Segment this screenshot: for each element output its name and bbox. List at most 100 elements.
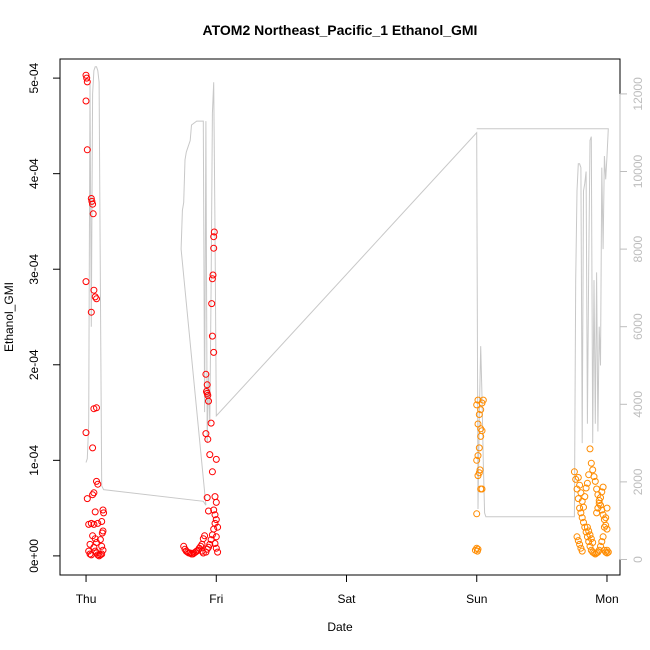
data-point <box>214 548 222 556</box>
data-point <box>603 549 611 557</box>
data-point <box>590 549 598 557</box>
data-point <box>594 504 602 512</box>
data-point <box>589 539 597 546</box>
y-tick-label: 4e-04 <box>27 158 41 189</box>
data-point <box>89 200 97 208</box>
y-axis-label: Ethanol_GMI <box>2 282 16 352</box>
data-point <box>210 506 218 514</box>
data-point <box>475 411 483 418</box>
data-point <box>598 538 606 546</box>
data-point <box>479 396 487 404</box>
y-tick-label: 5e-04 <box>27 62 41 93</box>
y2-axis: 0 2000 4000 6000 8000 10000 12000 <box>619 77 645 563</box>
data-point <box>82 71 90 79</box>
data-point <box>587 459 595 467</box>
data-point <box>207 419 215 427</box>
data-point <box>599 483 607 491</box>
data-point <box>98 518 106 525</box>
data-point <box>214 523 222 531</box>
y2-tick-label: 12000 <box>631 77 645 111</box>
data-point <box>570 468 578 476</box>
data-point <box>83 78 91 86</box>
data-point <box>208 300 216 308</box>
data-point <box>478 485 486 493</box>
data-point <box>590 473 598 481</box>
data-point <box>98 550 106 558</box>
data-point <box>603 525 611 533</box>
data-point <box>208 332 216 340</box>
data-point <box>589 466 597 474</box>
data-point <box>211 540 219 547</box>
data-point <box>99 546 107 554</box>
data-point <box>205 397 212 405</box>
data-point <box>86 550 94 558</box>
data-point <box>475 469 483 477</box>
data-point <box>210 244 218 252</box>
data-point <box>576 504 584 512</box>
y-tick-label: 1e-04 <box>27 445 41 476</box>
data-point <box>574 474 582 481</box>
y-tick-label: 3e-04 <box>27 254 41 285</box>
data-point <box>83 495 91 503</box>
data-point <box>474 545 482 553</box>
data-point <box>88 197 96 205</box>
x-tick-label: Thu <box>76 592 97 606</box>
data-point <box>586 445 594 453</box>
data-point <box>82 97 90 105</box>
data-point <box>599 511 607 519</box>
data-point <box>599 533 607 541</box>
y2-tick-label: 0 <box>631 556 645 563</box>
data-point <box>477 425 485 433</box>
y2-tick-label: 10000 <box>631 155 645 189</box>
data-point <box>210 228 218 236</box>
data-point <box>90 489 98 497</box>
data-point <box>574 537 582 545</box>
data-point <box>581 493 589 501</box>
data-point <box>212 516 220 524</box>
data-point <box>89 210 97 218</box>
data-point <box>94 551 102 559</box>
data-point <box>473 510 481 518</box>
data-point <box>474 396 482 404</box>
x-axis-label: Date <box>327 620 353 634</box>
data-point <box>578 547 586 555</box>
data-point <box>478 427 486 435</box>
data-point <box>211 511 219 519</box>
x-axis: Thu Fri Sat Sun Mon <box>76 574 619 606</box>
data-point <box>573 533 581 541</box>
x-tick-label: Mon <box>595 592 618 606</box>
x-tick-label: Sun <box>466 592 487 606</box>
data-point <box>212 533 220 541</box>
data-point <box>98 542 106 550</box>
data-point <box>473 544 481 552</box>
data-point <box>201 532 209 540</box>
data-point <box>87 308 95 316</box>
data-point <box>208 468 216 476</box>
data-point <box>577 509 585 517</box>
y-tick-label: 0e+00 <box>27 539 41 573</box>
data-point <box>197 542 205 550</box>
data-point <box>93 295 100 303</box>
y2-tick-label: 4000 <box>631 391 645 418</box>
data-point <box>602 548 610 556</box>
altitude-line-layer <box>85 66 609 518</box>
data-point <box>96 536 104 544</box>
data-point <box>586 531 594 539</box>
data-point <box>207 536 215 544</box>
data-point <box>203 494 211 502</box>
data-point <box>595 546 603 554</box>
data-point <box>93 404 100 412</box>
plot-frame <box>59 58 621 576</box>
data-point <box>206 540 214 548</box>
data-point <box>209 271 217 279</box>
data-point <box>99 506 107 514</box>
data-point <box>603 546 611 554</box>
data-point <box>583 523 591 531</box>
data-point <box>205 507 212 515</box>
data-point <box>83 74 91 82</box>
y-tick-label: 2e-04 <box>27 349 41 380</box>
data-point <box>582 484 590 492</box>
data-point <box>98 529 106 537</box>
data-point <box>82 278 90 286</box>
